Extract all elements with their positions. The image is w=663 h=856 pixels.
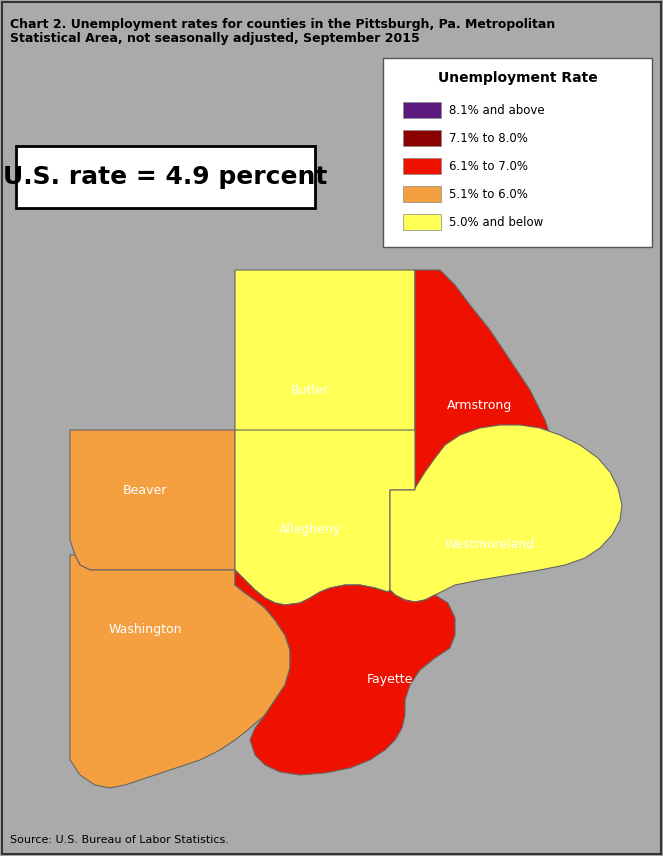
Bar (403, 158, 441, 174)
Text: Unemployment Rate: Unemployment Rate (438, 71, 597, 85)
Polygon shape (390, 270, 555, 565)
Text: 7.1% to 8.0%: 7.1% to 8.0% (449, 132, 528, 145)
Text: 5.0% and below: 5.0% and below (449, 216, 543, 229)
Text: U.S. rate = 4.9 percent: U.S. rate = 4.9 percent (3, 165, 328, 189)
Bar (403, 130, 441, 146)
Polygon shape (70, 430, 235, 570)
Text: Armstrong: Armstrong (448, 399, 512, 412)
Polygon shape (390, 425, 622, 602)
Text: Statistical Area, not seasonally adjusted, September 2015: Statistical Area, not seasonally adjuste… (10, 32, 420, 45)
Text: Source: U.S. Bureau of Labor Statistics.: Source: U.S. Bureau of Labor Statistics. (10, 835, 229, 845)
Polygon shape (70, 555, 290, 788)
Text: 6.1% to 7.0%: 6.1% to 7.0% (449, 159, 528, 173)
Text: 5.1% to 6.0%: 5.1% to 6.0% (449, 187, 528, 200)
Bar (403, 102, 441, 118)
Polygon shape (235, 570, 455, 775)
Text: Chart 2. Unemployment rates for counties in the Pittsburgh, Pa. Metropolitan: Chart 2. Unemployment rates for counties… (10, 18, 555, 31)
Bar (403, 214, 441, 230)
Polygon shape (235, 270, 415, 490)
Polygon shape (235, 430, 415, 605)
Text: Allegheny: Allegheny (279, 524, 341, 537)
Text: Washington: Washington (108, 623, 182, 637)
Text: Fayette: Fayette (367, 674, 413, 687)
FancyBboxPatch shape (383, 58, 652, 247)
Text: 8.1% and above: 8.1% and above (449, 104, 544, 116)
FancyBboxPatch shape (16, 146, 315, 208)
Text: Butler: Butler (291, 383, 329, 396)
Text: Westmoreland: Westmoreland (445, 538, 535, 551)
Text: Beaver: Beaver (123, 484, 167, 496)
Bar (403, 186, 441, 202)
